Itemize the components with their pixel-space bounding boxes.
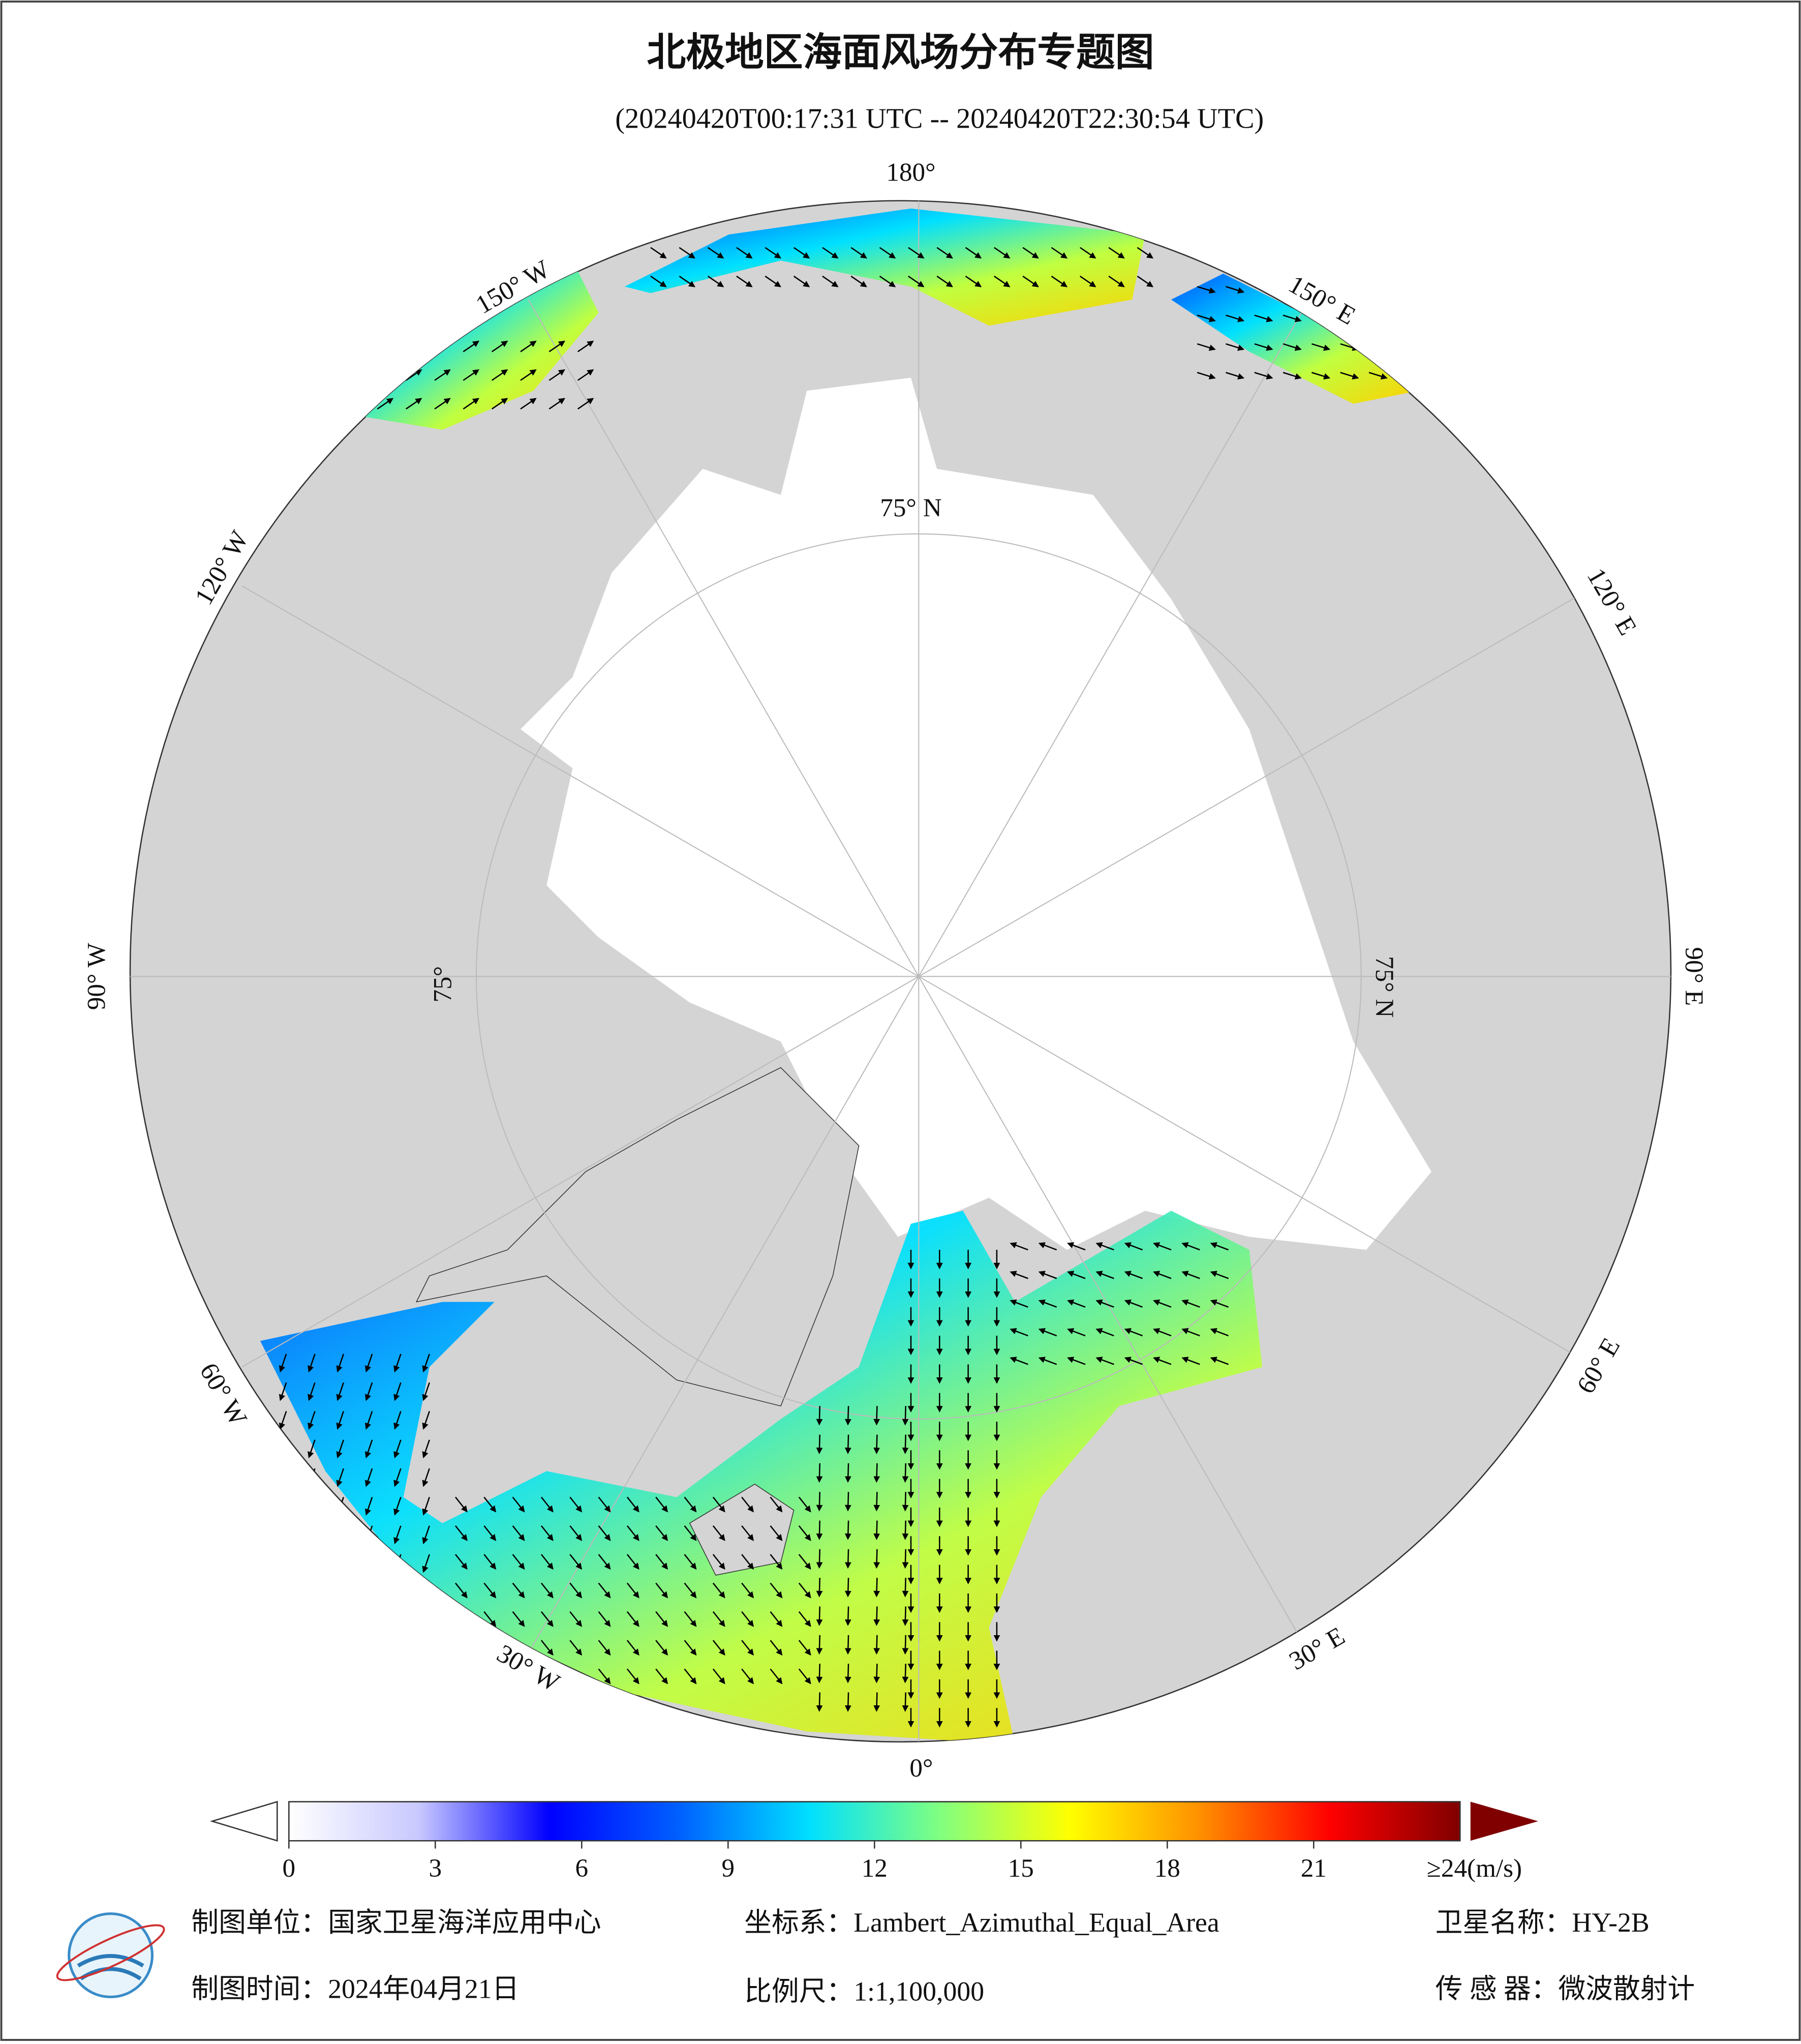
wind-vector (876, 1606, 877, 1625)
wind-vector (455, 1669, 467, 1683)
wind-vector (281, 1468, 287, 1486)
wind-vector (876, 1578, 877, 1596)
footer-satellite: 卫星名称：HY-2B (1436, 1907, 1650, 1938)
wind-vector (1369, 315, 1386, 321)
wind-vector (876, 1635, 877, 1654)
graticule-label: 75° N (880, 494, 941, 523)
wind-vector (819, 1692, 820, 1710)
wind-vector (819, 1406, 820, 1424)
wind-vector (819, 1521, 820, 1539)
wind-vector (1397, 373, 1415, 378)
wind-vector (905, 1521, 906, 1539)
wind-vector (309, 1497, 315, 1514)
wind-vector (455, 1612, 467, 1626)
wind-vector (905, 1492, 906, 1510)
colorbar-min-arrow (212, 1801, 277, 1841)
footer-unit: 制图单位：国家卫星海洋应用中心 (191, 1907, 601, 1938)
wind-vector (1369, 287, 1386, 292)
wind-vector (905, 1692, 906, 1710)
wind-vector (819, 1635, 820, 1654)
wind-vector (819, 1492, 820, 1510)
wind-vector (484, 1640, 495, 1655)
wind-vector (1397, 287, 1415, 292)
wind-vector (876, 1406, 877, 1424)
wind-vector (876, 1664, 877, 1682)
wind-vector (1340, 287, 1358, 292)
wind-vector (905, 1578, 906, 1596)
wind-vector (819, 1435, 820, 1453)
wind-vector (819, 1463, 820, 1482)
wind-vector (819, 1606, 820, 1625)
graticule-label: 60° E (1571, 1333, 1626, 1399)
footer-sensor: 传 感 器：微波散射计 (1436, 1974, 1695, 2004)
map (130, 195, 1678, 1751)
colorbar: ≥24(m/s) 0 3 6 9 12 15 18 21 (212, 1801, 1538, 1882)
colorbar-tick-label: 21 (1301, 1854, 1327, 1883)
logo (52, 1914, 169, 1997)
wind-vector (377, 370, 392, 380)
wind-vector (338, 1554, 344, 1572)
wind-vector (1397, 344, 1415, 349)
wind-vector (281, 1554, 287, 1572)
footer-date: 制图时间：2024年04月21日 (191, 1974, 519, 2004)
wind-vector (281, 1526, 287, 1543)
wind-vector (819, 1578, 820, 1596)
wind-vector (905, 1463, 906, 1482)
wind-vector (876, 1521, 877, 1539)
wind-vector (377, 341, 392, 351)
wind-vector (876, 1549, 877, 1568)
wind-vector (819, 1664, 820, 1682)
title: 北极地区海面风场分布专题图 (647, 30, 1154, 75)
wind-vector (905, 1406, 906, 1424)
colorbar-tick-label: 0 (283, 1854, 296, 1883)
wind-vector (1369, 344, 1386, 349)
wind-vector (281, 1497, 287, 1514)
wind-vector (876, 1492, 877, 1510)
wind-vector (876, 1692, 877, 1710)
colorbar-tick-label: 18 (1154, 1854, 1180, 1883)
wind-vector (905, 1549, 906, 1568)
colorbar-max-label: ≥24(m/s) (1427, 1854, 1522, 1883)
wind-vector (455, 1640, 467, 1655)
graticule-label: 180° (886, 158, 935, 187)
wind-vector (309, 1554, 315, 1572)
wind-vector (281, 1440, 287, 1457)
graticule-label: 0° (909, 1754, 933, 1783)
colorbar-tick-label: 6 (575, 1854, 589, 1883)
wind-vector (905, 1635, 906, 1654)
wind-vector (876, 1435, 877, 1453)
colorbar-tick-label: 9 (722, 1854, 735, 1883)
colorbar-max-arrow (1471, 1801, 1538, 1841)
colorbar-tick-label: 3 (429, 1854, 442, 1883)
graticule-label: 75° (428, 966, 457, 1003)
graticule-label: 75° N (1370, 956, 1399, 1017)
graticule-label: 90° E (1680, 947, 1708, 1006)
wind-vector (367, 1554, 373, 1572)
colorbar-bar (289, 1801, 1460, 1841)
wind-vector (905, 1435, 906, 1453)
wind-vector (406, 341, 421, 351)
colorbar-tick-label: 15 (1008, 1854, 1034, 1883)
wind-vector (1397, 315, 1415, 321)
colorbar-tick-label: 12 (862, 1854, 888, 1883)
wind-vector (338, 1526, 344, 1543)
wind-vector (905, 1664, 906, 1682)
footer-scale: 比例尺：1:1,100,000 (744, 1976, 984, 2007)
footer-projection: 坐标系：Lambert_Azimuthal_Equal_Area (744, 1907, 1219, 1938)
wind-vector (309, 1526, 315, 1543)
wind-vector (905, 1606, 906, 1625)
wind-vector (819, 1549, 820, 1568)
wind-vector (876, 1463, 877, 1482)
wind-vector (484, 1669, 495, 1683)
subtitle: (20240420T00:17:31 UTC -- 20240420T22:30… (615, 103, 1264, 134)
graticule-label: 90° W (82, 943, 111, 1010)
